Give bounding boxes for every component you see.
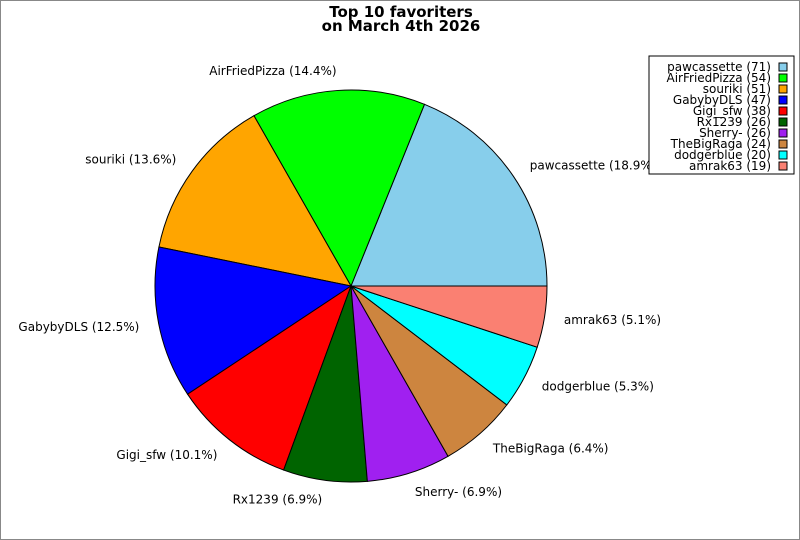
pie-slice-AirFriedPizza	[253, 89, 426, 288]
pie-slice-pawcassette	[350, 103, 548, 287]
chart-title-line2: on March 4th 2026	[322, 17, 481, 35]
legend-entry: Rx1239 (26)	[697, 115, 771, 129]
slice-label: AirFriedPizza (14.4%)	[209, 64, 336, 78]
legend-swatch	[778, 139, 788, 149]
slice-label: amrak63 (5.1%)	[564, 313, 661, 327]
legend-entry: AirFriedPizza (54)	[667, 71, 771, 85]
slice-label: TheBigRaga (6.4%)	[492, 441, 609, 455]
legend-entry: dodgerblue (20)	[674, 148, 771, 162]
legend: pawcassette (71)AirFriedPizza (54)sourik…	[648, 55, 795, 175]
pie-slice-souriki	[158, 115, 352, 287]
chart-title-line1: Top 10 favoriters	[329, 3, 473, 21]
pie-slice-Gigi_sfw	[186, 284, 352, 471]
legend-swatch	[778, 62, 788, 72]
legend-swatch	[778, 161, 788, 171]
legend-box	[648, 55, 795, 175]
legend-swatch	[778, 84, 788, 94]
slice-label: Rx1239 (6.9%)	[233, 493, 323, 507]
legend-entry: amrak63 (19)	[689, 159, 771, 173]
legend-swatch	[778, 117, 788, 127]
legend-swatch	[778, 73, 788, 83]
legend-entry: souriki (51)	[703, 82, 771, 96]
legend-entry: Sherry- (26)	[699, 126, 771, 140]
legend-entry: Gigi_sfw (38)	[693, 104, 771, 118]
legend-entry: GabybyDLS (47)	[673, 93, 771, 107]
legend-swatch	[778, 128, 788, 138]
slice-label: Gigi_sfw (10.1%)	[116, 448, 217, 462]
slice-label: dodgerblue (5.3%)	[542, 379, 654, 393]
slice-label: pawcassette (18.9%)	[530, 158, 657, 172]
slice-label: Sherry- (6.9%)	[415, 485, 502, 499]
legend-swatch	[778, 95, 788, 105]
slice-label: souriki (13.6%)	[85, 153, 176, 167]
legend-entry: TheBigRaga (24)	[670, 137, 771, 151]
legend-swatch	[778, 150, 788, 160]
legend-swatch	[778, 106, 788, 116]
slice-label: GabybyDLS (12.5%)	[18, 320, 139, 334]
pie-slice-amrak63	[350, 285, 548, 348]
legend-entry: pawcassette (71)	[667, 60, 771, 74]
pie-slice-GabybyDLS	[154, 246, 353, 395]
